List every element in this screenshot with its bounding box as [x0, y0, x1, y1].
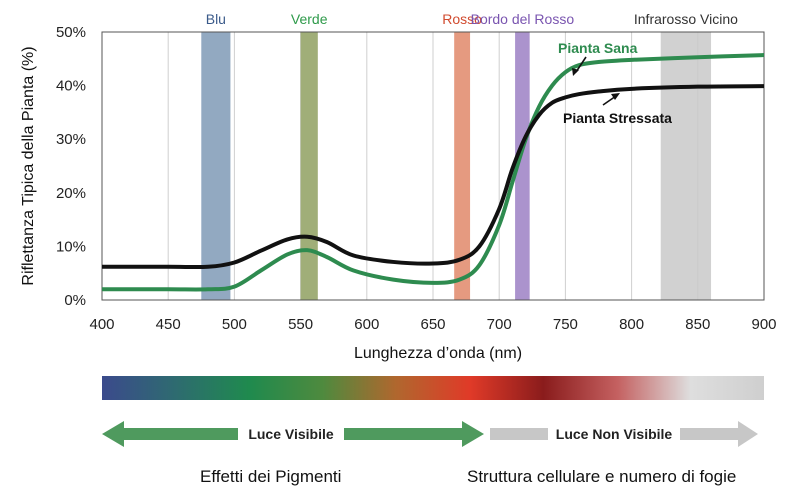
x-tick-label: 550 — [288, 316, 313, 333]
series-lines — [102, 53, 764, 292]
x-tick-label: 600 — [354, 316, 379, 333]
y-tick-label: 50% — [56, 24, 86, 41]
x-axis-title: Lunghezza d’onda (nm) — [354, 345, 522, 362]
series-line-1 — [102, 84, 764, 270]
band-label: Verde — [291, 11, 328, 27]
visible-arrow-left-head — [102, 421, 238, 447]
band-label: Infrarosso Vicino — [634, 11, 738, 27]
spectrum-bar — [102, 376, 764, 400]
x-tick-label: 400 — [89, 316, 114, 333]
x-tick-label: 850 — [685, 316, 710, 333]
band-label: Bordo del Rosso — [471, 11, 575, 27]
y-tick-label: 20% — [56, 185, 86, 202]
nonvisible-light-label: Luce Non Visibile — [556, 426, 673, 442]
nonvisible-arrow-right-head — [680, 421, 758, 447]
annotation-healthy-arrowhead — [572, 68, 579, 76]
band-2 — [454, 32, 471, 300]
annotation-stressed-arrowhead — [611, 93, 620, 100]
x-tick-label: 800 — [619, 316, 644, 333]
band-0 — [201, 32, 231, 300]
annotation-stressed-label: Pianta Stressata — [563, 110, 672, 126]
nonvisible-light-arrow: Luce Non Visibile — [490, 421, 758, 447]
visible-light-label: Luce Visibile — [248, 426, 334, 442]
y-tick-label: 10% — [56, 238, 86, 255]
y-tick-label: 40% — [56, 78, 86, 95]
x-tick-label: 500 — [222, 316, 247, 333]
nonvisible-arrow-shaft — [490, 428, 548, 440]
band-3 — [515, 32, 530, 300]
y-tick-label: 30% — [56, 131, 86, 148]
band-1 — [300, 32, 318, 300]
axes — [101, 31, 765, 301]
band-label: Blu — [206, 11, 226, 27]
plot-frame — [101, 31, 765, 301]
grid-lines — [167, 32, 699, 300]
annotation-healthy: Pianta Sana — [558, 40, 638, 76]
x-tick-label: 450 — [156, 316, 181, 333]
x-tick-label: 900 — [751, 316, 776, 333]
annotation-stressed: Pianta Stressata — [563, 93, 672, 126]
band-label: Rosso — [442, 11, 482, 27]
pigment-effects-label: Effetti dei Pigmenti — [200, 467, 341, 486]
series-line-0 — [102, 53, 764, 292]
y-tick-label: 0% — [64, 292, 86, 309]
annotation-healthy-label: Pianta Sana — [558, 40, 638, 56]
cell-structure-label: Struttura cellulare e numero di fogie — [467, 467, 736, 486]
band-4 — [660, 32, 712, 300]
tick-labels: 400 450 500 550 600 650 700 750 800 850 900 0% 10% 20… — [56, 24, 777, 333]
visible-light-arrow: Luce Visibile — [102, 421, 484, 447]
annotation-healthy-arrow — [575, 56, 587, 73]
x-tick-label: 650 — [420, 316, 445, 333]
x-tick-label: 700 — [487, 316, 512, 333]
x-tick-label: 750 — [553, 316, 578, 333]
y-axis-title: Riflettanza Tipica della Pianta (%) — [20, 46, 37, 285]
visible-arrow-right-head — [344, 421, 484, 447]
